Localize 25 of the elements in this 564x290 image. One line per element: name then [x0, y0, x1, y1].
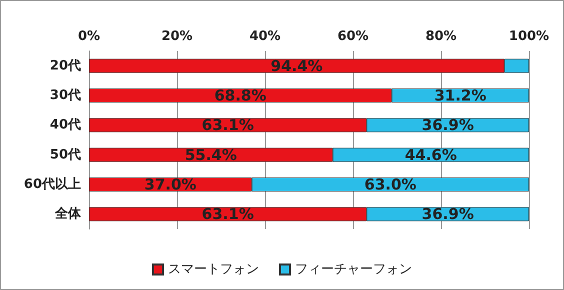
x-tick-label: 0% — [78, 29, 100, 44]
x-tick-label: 80% — [425, 29, 457, 44]
y-tick-label: 40代 — [50, 118, 81, 133]
data-label: 36.9% — [422, 205, 474, 224]
data-label: 36.9% — [422, 116, 474, 134]
x-tick-label: 60% — [337, 29, 369, 44]
y-tick-label: 20代 — [50, 58, 81, 74]
data-label: 63.1% — [202, 205, 254, 224]
data-label: 44.6% — [404, 146, 457, 164]
x-tick-label: 100% — [508, 29, 550, 44]
data-label: 55.4% — [184, 146, 237, 164]
y-tick-label: 30代 — [50, 88, 81, 103]
y-tick-label: 50代 — [50, 147, 81, 162]
data-label: 68.8% — [214, 86, 266, 104]
y-tick-label: 全体 — [54, 206, 82, 222]
data-label: 37.0% — [144, 176, 196, 194]
x-tick-label: 40% — [249, 29, 281, 44]
legend-label: スマートフォン — [168, 262, 259, 277]
data-label: 63.0% — [364, 176, 416, 194]
y-tick-label: 60代以上 — [24, 177, 81, 192]
data-label: 63.1% — [202, 116, 254, 134]
data-label: 94.4% — [270, 56, 323, 75]
x-tick-label: 20% — [161, 29, 193, 44]
legend-label: フィーチャーフォン — [295, 262, 412, 277]
data-label: 31.2% — [434, 86, 486, 104]
